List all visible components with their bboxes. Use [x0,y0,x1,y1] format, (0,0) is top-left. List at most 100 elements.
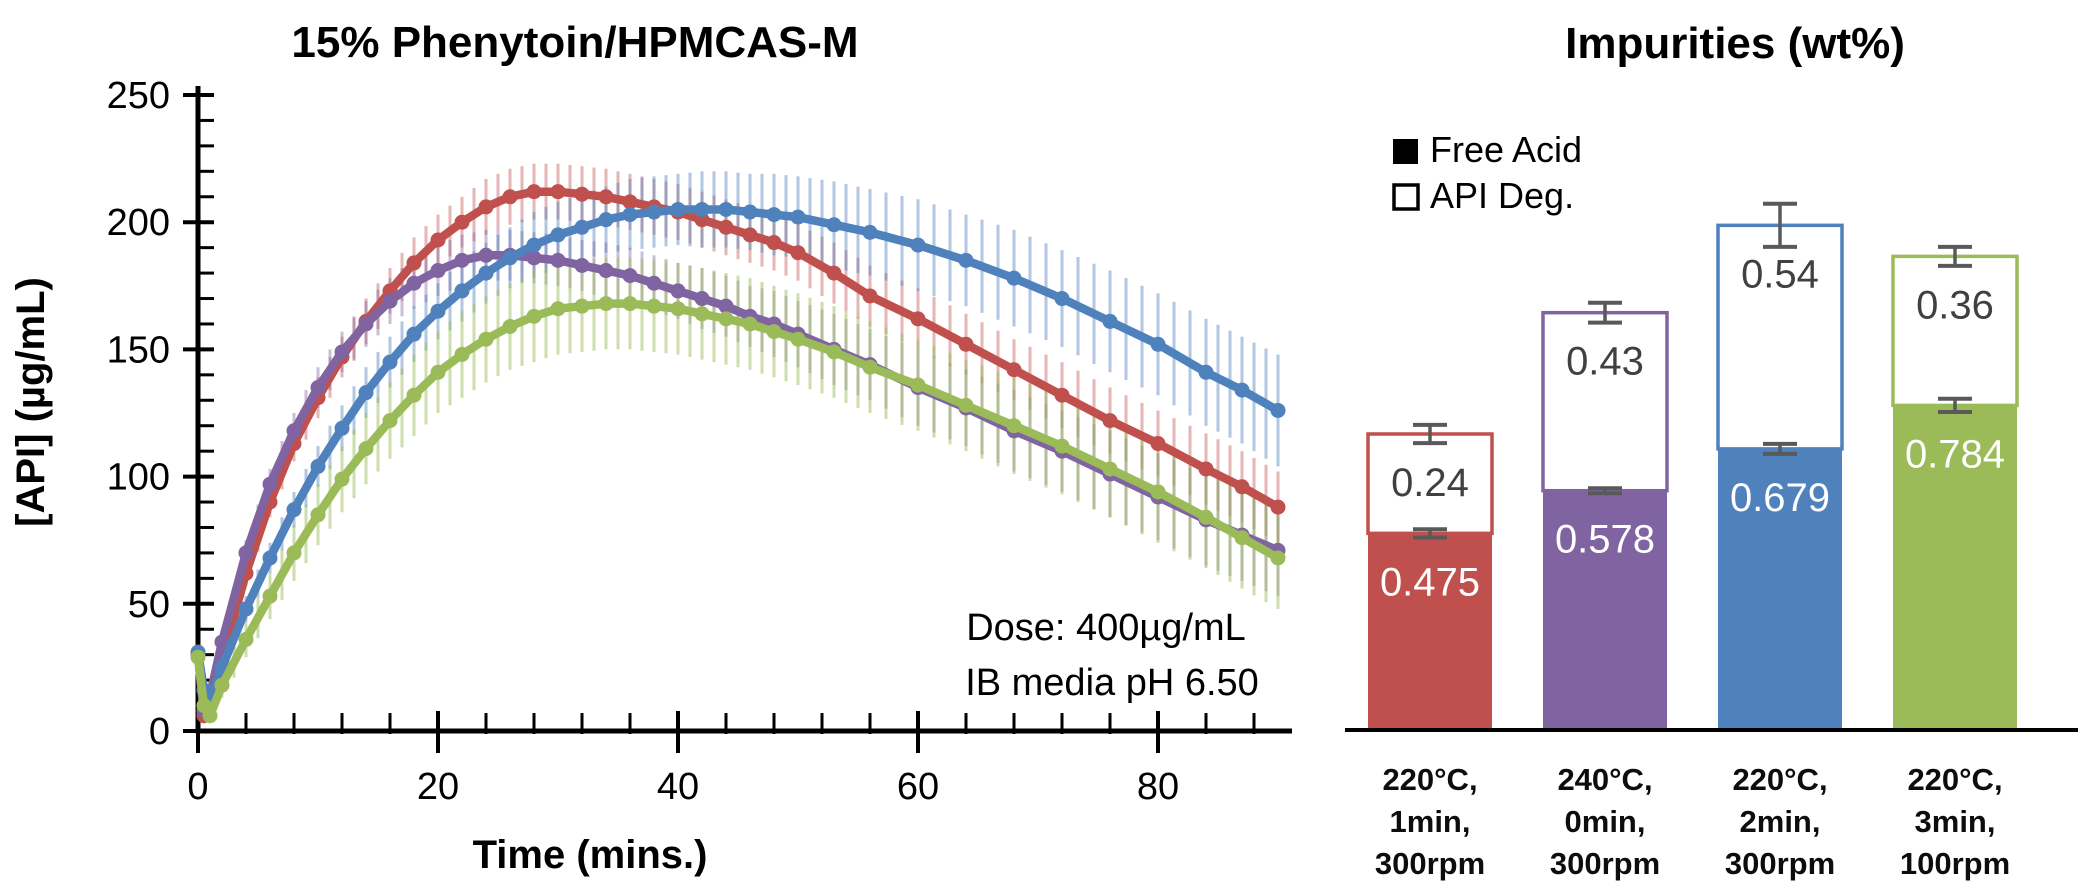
data-point-marker [1270,499,1286,515]
left-x-tick-label: 80 [1137,766,1179,808]
data-point-marker [430,263,446,279]
data-point-marker [862,288,878,304]
data-point-marker [202,708,218,724]
left-axis-ticks [183,93,1256,753]
data-point-marker [262,476,278,492]
data-point-marker [718,201,734,217]
data-point-marker [430,303,446,319]
data-point-marker [358,385,374,401]
category-label-line: 220°C, [1732,762,1827,797]
left-x-axis-title: Time (mins.) [473,833,708,877]
data-point-marker [502,319,518,335]
data-point-marker [622,194,638,210]
data-point-marker [742,316,758,332]
category-label-line: 3min, [1915,804,1996,839]
data-point-marker [1150,436,1166,452]
category-label-line: 220°C, [1907,762,2002,797]
data-point-marker [286,545,302,561]
right-plot-area: 0.24 0.475 0.43 0.578 0.54 0.679 0.36 0.784 220… [1345,201,2078,881]
data-point-marker [862,359,878,375]
data-point-marker [670,301,686,317]
data-point-marker [862,224,878,240]
data-point-marker [382,293,398,309]
data-point-marker [526,308,542,324]
data-point-marker [406,326,422,342]
data-point-marker [478,331,494,347]
data-point-marker [550,252,566,268]
data-point-marker [214,677,230,693]
free-acid-value-label: 0.475 [1380,560,1480,604]
data-point-marker [526,184,542,200]
data-point-marker [238,601,254,617]
data-point-marker [454,346,470,362]
data-point-marker [478,247,494,263]
data-point-marker [1006,418,1022,434]
free-acid-value-label: 0.784 [1905,432,2005,476]
data-point-marker [406,255,422,271]
data-point-marker [670,283,686,299]
left-x-tick-label: 20 [417,766,459,808]
data-point-marker [766,324,782,340]
data-point-marker [1102,413,1118,429]
data-point-marker [310,380,326,396]
data-point-marker [574,298,590,314]
right-bars: 0.24 0.475 0.43 0.578 0.54 0.679 0.36 0.784 [1366,201,2019,730]
category-label-line: 240°C, [1557,762,1652,797]
left-y-tick-label: 150 [107,329,170,371]
free-acid-segment [1893,405,2017,730]
data-point-marker [286,423,302,439]
data-point-marker [958,397,974,413]
data-point-marker [238,545,254,561]
stacked-bar-2: 0.54 0.679 [1716,201,1844,730]
data-point-marker [310,458,326,474]
annotation-dose: Dose: 400µg/mL [966,607,1246,649]
data-point-marker [646,275,662,291]
data-point-marker [574,186,590,202]
left-y-tick-label: 50 [128,584,170,626]
data-point-marker [478,199,494,215]
data-point-marker [790,331,806,347]
left-chart-title: 15% Phenytoin/HPMCAS-M [291,18,858,67]
category-label-line: 300rpm [1375,846,1485,881]
data-point-marker [550,227,566,243]
data-point-marker [598,263,614,279]
api-deg-segment [1891,254,2019,408]
category-label-line: 300rpm [1725,846,1835,881]
data-point-marker [910,311,926,327]
data-point-marker [910,237,926,253]
left-y-tick-label: 200 [107,202,170,244]
category-label-line: 0min, [1565,804,1646,839]
data-point-marker [502,189,518,205]
left-y-tick-label: 250 [107,75,170,117]
left-y-tick-label: 0 [149,711,170,753]
data-point-marker [574,219,590,235]
left-x-tick-label: 0 [187,766,208,808]
data-point-marker [526,237,542,253]
stacked-bar-3: 0.36 0.784 [1891,244,2019,730]
data-point-marker [454,214,470,230]
data-point-marker [430,232,446,248]
data-point-marker [1150,336,1166,352]
left-axis-tick-labels: 0 50 100 150 200 250 0 20 40 60 80 [107,75,1180,808]
category-label-line: 300rpm [1550,846,1660,881]
data-point-marker [1054,387,1070,403]
data-point-marker [598,296,614,312]
data-point-marker [526,250,542,266]
free-acid-segment [1368,533,1492,730]
data-point-marker [826,265,842,281]
data-point-marker [550,184,566,200]
data-point-marker [262,550,278,566]
api-deg-value-label: 0.36 [1916,283,1994,327]
data-point-marker [958,336,974,352]
data-point-marker [1270,402,1286,418]
data-point-marker [694,306,710,322]
stacked-bar-0: 0.24 0.475 [1366,422,1494,730]
data-point-marker [358,316,374,332]
free-acid-value-label: 0.679 [1730,476,1830,520]
data-point-marker [406,387,422,403]
data-point-marker [826,344,842,360]
data-point-marker [646,298,662,314]
data-point-marker [670,201,686,217]
data-point-marker [502,250,518,266]
